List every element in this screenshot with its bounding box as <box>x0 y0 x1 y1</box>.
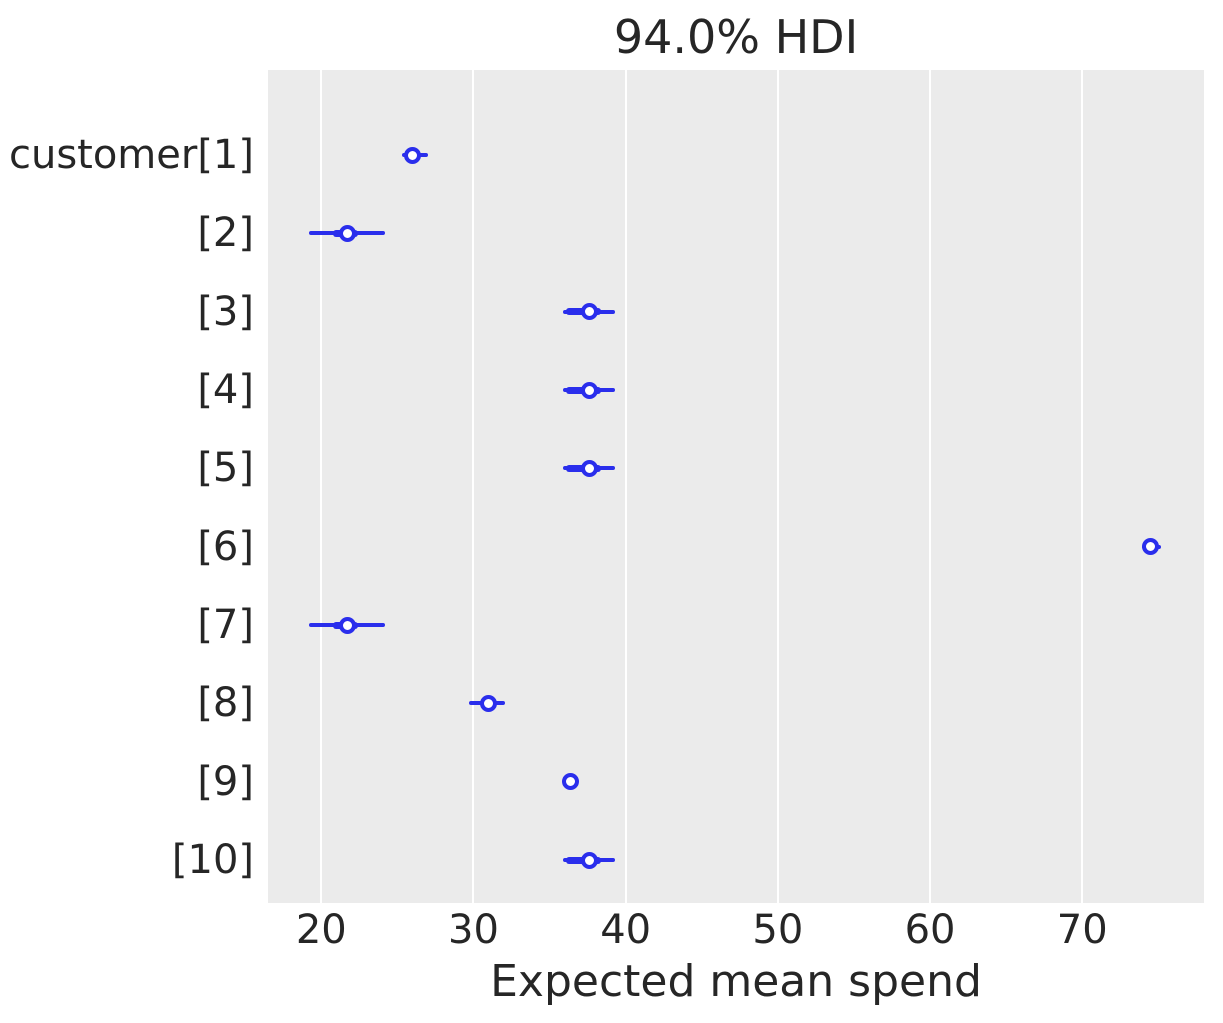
x-tick-label: 20 <box>295 907 347 953</box>
gridline <box>776 70 779 903</box>
x-tick-label: 70 <box>1056 907 1108 953</box>
point-estimate-marker <box>580 459 598 477</box>
y-tick-label: [4] <box>197 367 254 414</box>
x-tick-label: 40 <box>600 907 652 953</box>
y-tick-label: [6] <box>197 523 254 570</box>
point-estimate-marker <box>1142 538 1160 556</box>
y-tick-label: [2] <box>197 210 254 257</box>
point-estimate-marker <box>338 616 356 634</box>
point-estimate-marker <box>480 694 498 712</box>
point-estimate-marker <box>580 851 598 869</box>
point-estimate-marker <box>580 381 598 399</box>
y-tick-label: customer[1] <box>8 132 254 178</box>
gridline <box>1081 70 1084 903</box>
point-estimate-marker <box>404 146 422 164</box>
y-tick-label: [10] <box>171 837 254 884</box>
y-tick-label: [9] <box>197 758 254 805</box>
point-estimate-marker <box>562 773 580 791</box>
point-estimate-marker <box>580 303 598 321</box>
gridline <box>472 70 475 903</box>
gridline <box>624 70 627 903</box>
y-tick-label: [8] <box>197 680 254 727</box>
x-tick-label: 50 <box>752 907 804 953</box>
point-estimate-marker <box>338 224 356 242</box>
x-tick-label: 30 <box>448 907 499 953</box>
y-tick-label: [7] <box>197 602 254 649</box>
plot-area <box>268 70 1204 903</box>
gridline <box>320 70 323 903</box>
x-tick-label: 60 <box>904 907 956 953</box>
y-tick-label: [3] <box>197 288 254 335</box>
x-axis-label: Expected mean spend <box>490 956 982 1007</box>
chart-title: 94.0% HDI <box>613 10 859 64</box>
y-tick-label: [5] <box>197 445 254 492</box>
gridline <box>929 70 932 903</box>
